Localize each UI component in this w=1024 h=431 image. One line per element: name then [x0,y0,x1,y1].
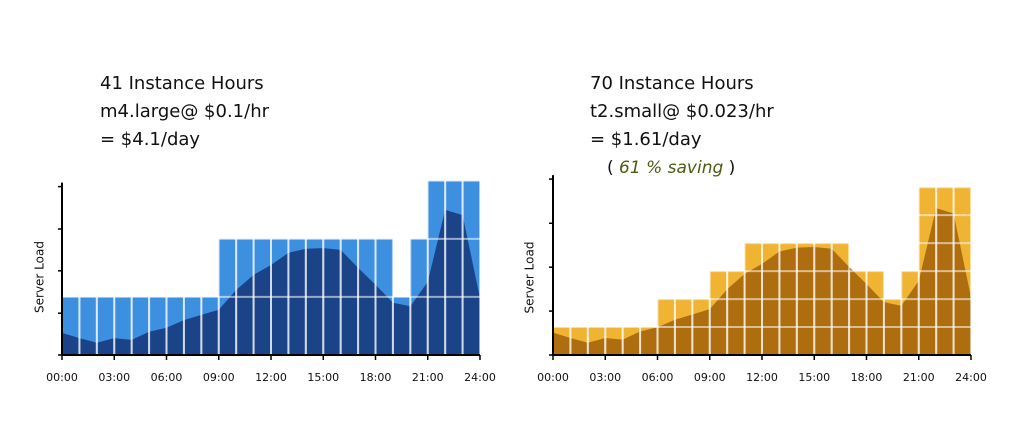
annotation-prefix: ( [607,158,614,178]
x-tick-label: 18:00 [360,371,392,384]
x-tick-label: 24:00 [955,371,987,384]
x-tick-label: 06:00 [642,371,674,384]
x-tick-label: 18:00 [851,371,883,384]
y-axis-label: Server Load [33,241,47,313]
title-line: 70 Instance Hours [590,73,754,94]
title-line: = $1.61/day [590,129,702,150]
annotation: ( 61 % saving ) [607,158,735,178]
title-line: m4.large@ $0.1/hr [100,101,270,122]
x-tick-label: 21:00 [412,371,444,384]
y-axis-label: Server Load [523,242,537,314]
x-tick-label: 12:00 [255,371,287,384]
title-line: t2.small@ $0.023/hr [590,101,774,122]
x-tick-label: 12:00 [746,371,778,384]
x-tick-label: 03:00 [98,371,130,384]
title-line: 41 Instance Hours [100,73,264,94]
x-tick-label: 15:00 [798,371,830,384]
x-tick-label: 21:00 [903,371,935,384]
annotation-suffix: ) [729,158,736,178]
x-tick-label: 06:00 [151,371,183,384]
x-tick-label: 00:00 [46,371,78,384]
chart-panel: 41 Instance Hours m4.large@ $0.1/hr = $4.1… [33,73,496,384]
x-tick-label: 03:00 [589,371,621,384]
x-tick-label: 15:00 [307,371,339,384]
chart-panel: 70 Instance Hours t2.small@ $0.023/hr = $1… [523,73,987,384]
x-tick-label: 09:00 [694,371,726,384]
x-tick-label: 09:00 [203,371,235,384]
annotation-text: 61 % saving [619,158,723,178]
x-tick-label: 00:00 [537,371,569,384]
x-tick-label: 24:00 [464,371,496,384]
title-line: = $4.1/day [100,129,200,150]
